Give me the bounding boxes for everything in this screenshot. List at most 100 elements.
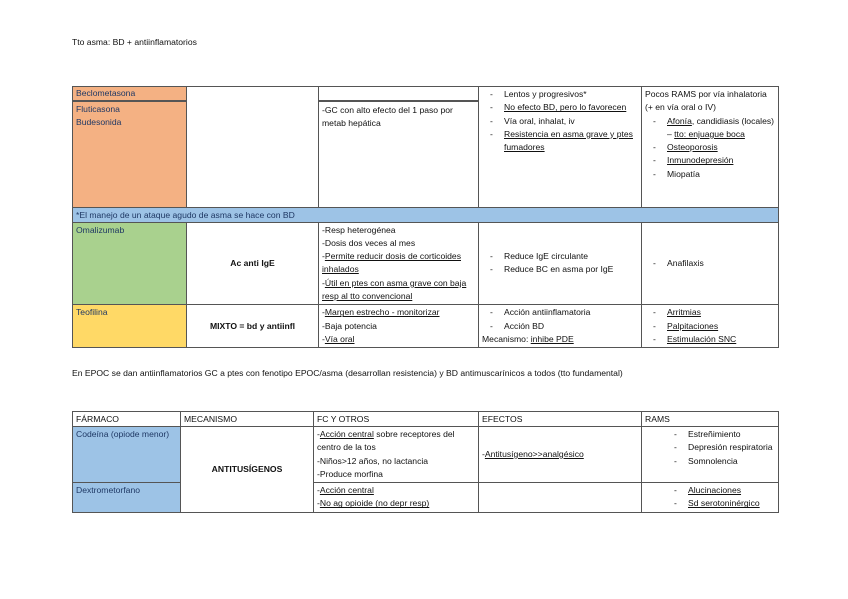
text-segment: -GC con alto efecto del 1 paso por metab… [322, 105, 453, 129]
text-segment: -Baja potencia [322, 320, 377, 331]
drug-budesonida: Budesonida [76, 117, 122, 128]
underlined-text: inhibe PDE [530, 333, 574, 344]
text-line: -Margen estrecho - monitorizar [322, 306, 475, 319]
text-segment: - [322, 251, 325, 262]
text-segment: - [322, 307, 325, 318]
drug-dextrometorfano: Dextrometorfano [72, 482, 181, 513]
rams-omalizumab: - Anafilaxis [641, 221, 779, 306]
text-segment: Mecanismo: [482, 333, 531, 344]
bullet-item: - Lentos y progresivos* [482, 88, 638, 101]
antitussives-table: FÁRMACO MECANISMO FC Y OTROS EFECTOS RAM… [72, 411, 779, 513]
underlined-text: Inmunodepresión [667, 155, 734, 166]
dash-bullet-icon: - [674, 498, 677, 509]
asthma-drugs-table: Beclometasona - Lentos y progresivos* - No … [72, 86, 779, 349]
text-line: -Acción central [317, 484, 475, 497]
drug-corticoids: Fluticasona Budesonida [72, 100, 187, 208]
text-line: -Acción central sobre receptores del cen… [317, 428, 475, 455]
text-segment: Reduce BC en asma por IgE [504, 264, 614, 275]
underlined-text: Útil en ptes con asma grave con baja res… [322, 277, 467, 301]
text-segment: Acción antiinflamatoria [504, 307, 591, 318]
text-segment: Somnolencia [688, 455, 738, 466]
mechanism-teofilina: MIXTO = bd y antiinfl [186, 304, 319, 349]
bullet-item: - Anafilaxis [645, 257, 775, 270]
underlined-text: Vía oral [324, 333, 355, 344]
bullet-item: - Vía oral, inhalat, iv [482, 115, 638, 128]
underlined-text: Estimulación SNC [667, 333, 737, 344]
dash-bullet-icon: - [653, 333, 656, 344]
underlined-text: Palpitaciones [667, 320, 719, 331]
dash-bullet-icon: - [490, 320, 493, 331]
text-segment: - [322, 277, 325, 288]
mechanism-cell-corticoids [186, 86, 319, 208]
underlined-text: Acción central [319, 429, 374, 439]
bullet-item: - Inmunodepresión [645, 154, 775, 167]
dash-bullet-icon: - [490, 89, 493, 99]
bullet-item: - Estimulación SNC [645, 333, 775, 346]
text-line: -Vía oral [322, 333, 475, 346]
rams-dextrometorfano: - Alucinaciones - Sd serotoninérgico [641, 482, 779, 513]
dash-bullet-icon: - [490, 264, 493, 275]
underlined-text: No ag opioide (no depr resp) [319, 498, 430, 509]
effects-list: - Acción antiinflamatoria - Acción BD [482, 306, 638, 333]
effects-omalizumab: - Reduce IgE circulante - Reduce BC en asma… [478, 221, 642, 306]
text-line: -Resp heterogénea [322, 224, 475, 237]
dash-bullet-icon: - [674, 455, 677, 466]
bullet-item: - Sd serotoninérgico [645, 497, 775, 510]
bullet-item: - Estreñimiento [645, 428, 775, 441]
effects-cell-corticoids: - Lentos y progresivos* - No efecto BD, per… [478, 86, 642, 208]
acute-attack-note: *El manejo de un ataque agudo de asma se… [72, 206, 779, 223]
fc-codeina: -Acción central sobre receptores del cen… [313, 425, 479, 484]
effects-mechanism: Mecanismo: inhibe PDE [482, 333, 638, 346]
underlined-text: Antitusígeno>>analgésico [484, 448, 584, 459]
text-segment: Depresión respiratoria [688, 442, 773, 453]
fc-teofilina: -Margen estrecho - monitorizar -Baja pote… [318, 304, 479, 349]
dash-bullet-icon: - [490, 307, 493, 318]
fc-dextrometorfano: -Acción central -No ag opioide (no depr r… [313, 482, 479, 513]
dash-bullet-icon: - [490, 102, 493, 113]
underlined-text: No efecto BD, pero lo favorecen [504, 102, 627, 113]
text-line: -No ag opioide (no depr resp) [317, 497, 475, 510]
text-segment: Anafilaxis [667, 257, 704, 268]
drug-beclometasona: Beclometasona [72, 86, 187, 102]
underlined-text: Alucinaciones [688, 485, 742, 496]
effects-codeina: -Antitusígeno>>analgésico [478, 425, 642, 484]
dash-bullet-icon: - [653, 155, 656, 166]
underlined-text: Arritmias [667, 307, 701, 318]
text-segment: sobre receptores del centro de la tos [317, 429, 455, 453]
text-line: -Niños>12 años, no lactancia [317, 455, 475, 468]
text-segment: Lentos y progresivos* [504, 89, 587, 99]
bullet-item: - Acción BD [482, 320, 638, 333]
effects-teofilina: - Acción antiinflamatoria - Acción BD Mecan… [478, 304, 642, 349]
bullet-item: - Somnolencia [645, 455, 775, 468]
underlined-text: Margen estrecho - monitorizar [324, 307, 440, 318]
text-segment: , candidiasis (locales) – [667, 115, 775, 139]
bullet-item: - Palpitaciones [645, 320, 775, 333]
text-line: -Dosis dos veces al mes [322, 237, 475, 250]
underlined-text: Sd serotoninérgico [688, 498, 760, 509]
text-segment: - [317, 485, 320, 496]
rams-cell-corticoids: Pocos RAMS por vía inhalatoria (+ en vía… [641, 86, 779, 208]
epoc-note: En EPOC se dan antiinflamatorios GC a pt… [72, 368, 623, 378]
mechanism-antitusigenos: ANTITUSÍGENOS [180, 426, 314, 513]
dash-bullet-icon: - [490, 251, 493, 262]
drug-codeina: Codeína (opiode menor) [72, 425, 181, 484]
bullet-item: - Osteoporosis [645, 141, 775, 154]
fc-omalizumab: -Resp heterogénea -Dosis dos veces al mes… [318, 221, 479, 306]
bullet-item: - Alucinaciones [645, 484, 775, 497]
fc-cell-beclometasona [318, 86, 479, 102]
text-segment: Vía oral, inhalat, iv [504, 115, 575, 126]
text-segment: Acción BD [504, 320, 545, 331]
dash-bullet-icon: - [653, 320, 656, 331]
text-segment: Miopatía [667, 168, 700, 179]
header-farmaco: FÁRMACO [72, 411, 181, 427]
text-segment: -Resp heterogénea [322, 224, 396, 235]
rams-list: - Afonía, candidiasis (locales) – tto: en… [645, 115, 775, 181]
text-segment: Reduce IgE circulante [504, 251, 589, 262]
dash-bullet-icon: - [490, 115, 493, 126]
underlined-text: Osteoporosis [667, 142, 718, 153]
text-line: -Antitusígeno>>analgésico [482, 448, 638, 461]
dash-bullet-icon: - [653, 307, 656, 318]
dash-bullet-icon: - [674, 485, 677, 496]
dash-bullet-icon: - [653, 257, 656, 268]
dash-bullet-icon: - [653, 168, 656, 179]
